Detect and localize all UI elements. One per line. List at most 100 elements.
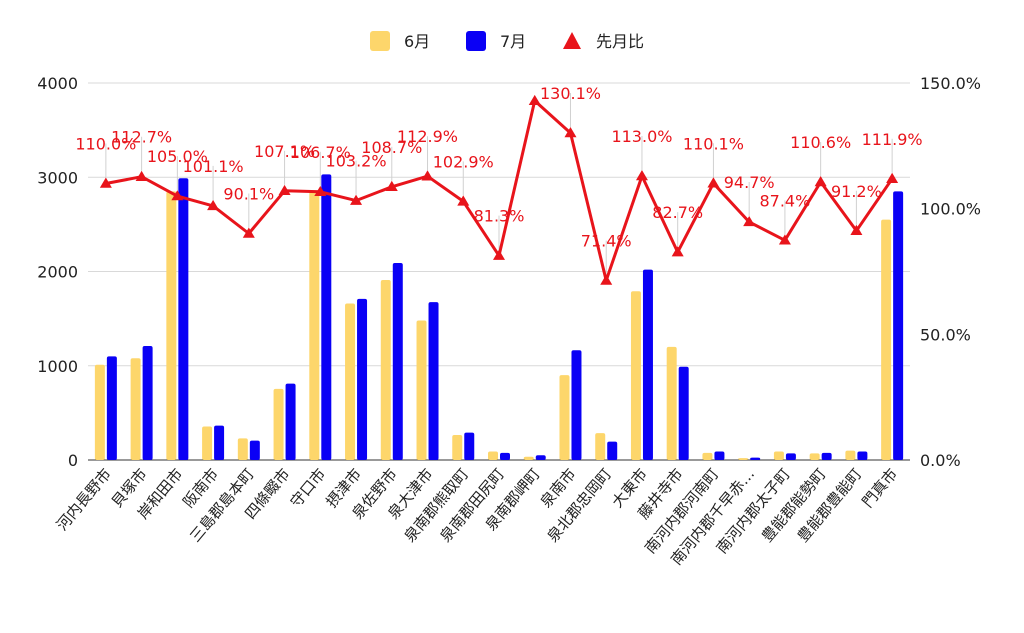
bar	[142, 345, 153, 460]
ratio-data-label: 101.1%	[183, 157, 244, 176]
ratio-point	[528, 94, 541, 106]
ratio-data-label: 110.6%	[790, 133, 851, 152]
category-labels: 河内長野市貝塚市岸和田市阪南市三島郡島本町四條畷市守口市摂津市泉佐野市泉大津市泉…	[53, 465, 901, 569]
left-tick-label: 3000	[37, 168, 78, 187]
ratio-data-label: 82.7%	[652, 203, 703, 222]
ratio-point	[171, 190, 184, 201]
ratio-data-label: 130.1%	[540, 84, 601, 103]
ratio-data-label: 112.9%	[397, 127, 458, 146]
left-tick-label: 2000	[37, 263, 78, 282]
ratio-point	[814, 176, 827, 187]
bar	[666, 346, 677, 460]
bar	[345, 303, 356, 460]
gridlines	[88, 82, 910, 461]
category-label: 守口市	[287, 465, 330, 511]
left-axis: 0 1000 2000 3000 4000	[37, 74, 78, 470]
data-labels: 110.0%112.7%105.0%101.1% 90.1% 107.1%106.7…	[75, 84, 922, 251]
bar	[380, 279, 391, 460]
legend: 6月 7月 先月比	[370, 31, 644, 51]
ratio-point	[135, 170, 148, 181]
bar	[857, 451, 868, 460]
ratio-point	[350, 194, 363, 205]
ratio-point	[314, 185, 327, 197]
bar	[321, 174, 332, 461]
bar	[357, 298, 368, 460]
bar	[309, 191, 320, 460]
right-tick-label: 50.0%	[920, 325, 971, 344]
bar	[237, 438, 248, 460]
ratio-point	[886, 172, 899, 183]
ratio-data-label: 111.9%	[862, 130, 923, 149]
bars	[94, 174, 904, 461]
ratio-data-label: 110.1%	[683, 134, 744, 153]
category-label: 門真市	[858, 465, 901, 511]
bar	[392, 263, 403, 460]
ratio-point	[850, 224, 863, 235]
bar	[881, 219, 892, 460]
bar	[809, 453, 820, 460]
ratio-point	[99, 177, 112, 188]
bar	[273, 388, 284, 460]
ratio-point	[242, 227, 255, 238]
legend-swatch	[563, 32, 581, 49]
legend-swatch	[370, 31, 390, 51]
bar	[642, 269, 653, 460]
bar	[488, 451, 498, 460]
legend-label: 7月	[500, 32, 526, 51]
ratio-point	[493, 249, 505, 260]
bar	[607, 441, 618, 460]
ratio-data-label: 106.7%	[290, 143, 351, 162]
bar	[702, 452, 713, 460]
bar	[249, 440, 260, 460]
bar	[678, 366, 689, 460]
ratio-data-label: 87.4%	[759, 191, 810, 210]
ratio-data-label: 103.2%	[326, 152, 387, 171]
ratio-point	[707, 177, 720, 188]
bar	[130, 358, 141, 460]
bar	[714, 451, 725, 460]
bar	[106, 356, 117, 460]
ratio-point	[278, 184, 291, 196]
right-tick-label: 0.0%	[920, 451, 961, 470]
bar	[500, 452, 510, 460]
bar	[893, 191, 904, 460]
ratio-point	[743, 215, 756, 227]
bar	[166, 191, 177, 460]
label-connectors	[105, 93, 893, 275]
left-tick-label: 0	[68, 451, 78, 470]
ratio-point	[385, 180, 398, 192]
ratio-point	[671, 246, 684, 257]
ratio-data-label: 90.1%	[223, 185, 274, 204]
ratio-data-label: 81.3%	[474, 207, 525, 226]
bar	[595, 433, 606, 460]
ratio-data-label: 105.0%	[147, 147, 208, 166]
ratio-point	[635, 169, 648, 181]
bar	[202, 426, 213, 460]
ratio-data-label: 108.7%	[361, 138, 422, 157]
bar	[821, 452, 832, 460]
bar	[845, 450, 856, 460]
bar	[464, 432, 475, 460]
left-tick-label: 1000	[37, 357, 78, 376]
ratio-point	[457, 195, 470, 206]
bar	[416, 320, 427, 460]
ratio-point	[207, 199, 220, 211]
right-tick-label: 150.0%	[920, 74, 981, 93]
bar	[285, 383, 296, 460]
ratio-point	[564, 127, 577, 138]
ratio-line	[99, 94, 899, 285]
ratio-point	[421, 170, 434, 181]
legend-label: 先月比	[596, 32, 644, 51]
ratio-point	[778, 234, 791, 245]
ratio-data-label: 110.0%	[75, 135, 136, 154]
left-tick-label: 4000	[37, 74, 78, 93]
bar	[523, 456, 534, 460]
bar	[738, 458, 749, 460]
ratio-data-label: 113.0%	[611, 127, 672, 146]
bar	[559, 375, 570, 460]
bar	[178, 178, 189, 460]
ratio-data-label: 107.1%	[254, 142, 315, 161]
bar	[428, 302, 439, 460]
ratio-point	[600, 274, 613, 285]
